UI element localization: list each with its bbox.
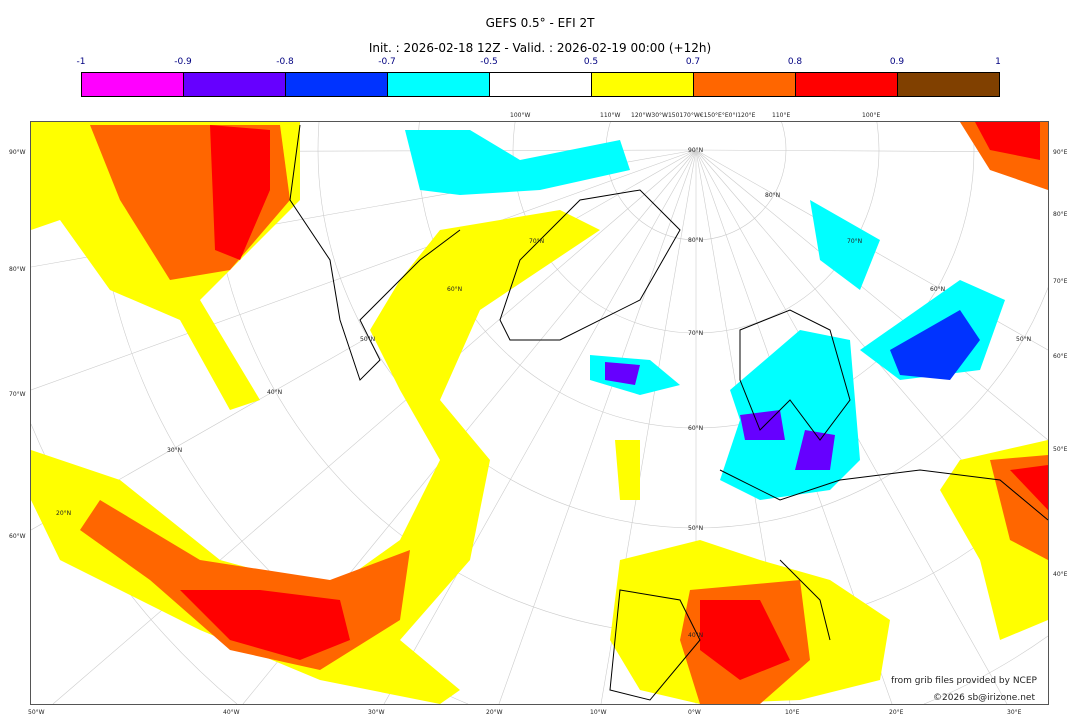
top-lon-label: 100°W xyxy=(510,112,531,119)
right-lon-label: 80°E xyxy=(1053,211,1068,218)
colorbar-segment xyxy=(898,73,999,96)
right-lon-label: 40°E xyxy=(1053,571,1068,578)
colorbar-segment xyxy=(796,73,898,96)
copyright-credit: ©2026 sb@irizone.net xyxy=(933,693,1035,703)
colorbar-segment xyxy=(694,73,796,96)
lat-label: 80°N xyxy=(688,237,704,244)
lat-label: 50°N xyxy=(688,525,704,532)
colorbar-tick: -0.8 xyxy=(276,57,294,67)
lat-label: 40°N xyxy=(267,389,283,396)
efi-field xyxy=(31,122,1048,704)
bottom-lon-label: 10°W xyxy=(590,709,607,716)
left-lon-label: 90°W xyxy=(9,149,26,156)
top-lon-label: 110°E xyxy=(772,112,791,119)
right-lon-label: 70°E xyxy=(1053,278,1068,285)
bottom-lon-label: 40°W xyxy=(223,709,240,716)
colorbar-tick: -0.7 xyxy=(378,57,396,67)
right-lon-label: 50°E xyxy=(1053,446,1068,453)
map-subtitle: Init. : 2026-02-18 12Z - Valid. : 2026-0… xyxy=(368,41,712,55)
lat-label: 70°N xyxy=(529,238,545,245)
colorbar-tick: 0.8 xyxy=(787,57,803,67)
colorbar-segment xyxy=(490,73,592,96)
lat-label: 30°N xyxy=(167,447,183,454)
colorbar-tick: 0.7 xyxy=(685,57,701,67)
lat-label: 50°N xyxy=(360,336,376,343)
map-title: GEFS 0.5° - EFI 2T xyxy=(485,16,595,30)
colorbar-segment xyxy=(388,73,490,96)
left-lon-label: 70°W xyxy=(9,391,26,398)
lat-label: 40°N xyxy=(688,632,704,639)
top-lon-label: 100°E xyxy=(862,112,881,119)
lat-label: 90°N xyxy=(688,147,704,154)
right-lon-label: 90°E xyxy=(1053,149,1068,156)
bottom-lon-label: 0°W xyxy=(688,709,701,716)
lat-label: 70°N xyxy=(847,238,863,245)
lat-label: 60°N xyxy=(688,425,704,432)
lat-label: 20°N xyxy=(56,510,72,517)
lat-label: 60°N xyxy=(447,286,463,293)
colorbar-tick: 0.5 xyxy=(583,57,599,67)
colorbar-tick: -1 xyxy=(76,57,86,67)
warm-anomalies xyxy=(31,122,1048,704)
data-source-credit: from grib files provided by NCEP xyxy=(891,676,1037,686)
bottom-lon-label: 10°E xyxy=(785,709,800,716)
left-lon-label: 60°W xyxy=(9,533,26,540)
colorbar-tick: 0.9 xyxy=(889,57,905,67)
bottom-lon-label: 50°W xyxy=(28,709,45,716)
lat-label: 50°N xyxy=(1016,336,1032,343)
colorbar-segment xyxy=(286,73,388,96)
bottom-lon-label: 20°W xyxy=(486,709,503,716)
bottom-lon-label: 30°W xyxy=(368,709,385,716)
map-area[interactable] xyxy=(30,121,1049,705)
colorbar-tick: -0.5 xyxy=(480,57,498,67)
top-lon-label: 120°W30°W150170°W€150°E°E0°I120°E xyxy=(631,112,756,119)
colorbar-segment xyxy=(592,73,694,96)
colorbar-segment xyxy=(82,73,184,96)
top-lon-label: 110°W xyxy=(600,112,621,119)
lat-label: 70°N xyxy=(688,330,704,337)
coastlines xyxy=(289,124,1048,701)
right-lon-label: 60°E xyxy=(1053,353,1068,360)
left-lon-label: 80°W xyxy=(9,266,26,273)
lat-label: 60°N xyxy=(930,286,946,293)
cold-anomalies xyxy=(405,130,1005,500)
bottom-lon-label: 20°E xyxy=(889,709,904,716)
bottom-lon-label: 30°E xyxy=(1007,709,1022,716)
colorbar xyxy=(81,72,1000,97)
colorbar-tick: 1 xyxy=(995,57,1001,67)
colorbar-tick: -0.9 xyxy=(174,57,192,67)
colorbar-segment xyxy=(184,73,286,96)
lat-label: 80°N xyxy=(765,192,781,199)
